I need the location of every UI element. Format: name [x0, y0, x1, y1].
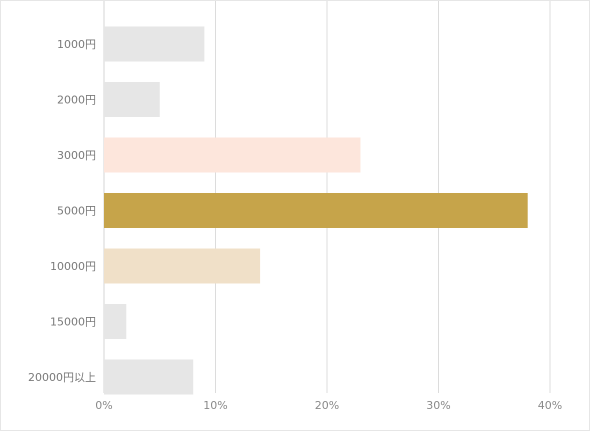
bar-3: [104, 137, 361, 173]
x-tick-label: 30%: [426, 399, 450, 412]
category-label: 5000円: [57, 205, 96, 218]
bar-4: [104, 193, 528, 228]
bar-1: [104, 26, 205, 62]
x-tick-label: 40%: [538, 399, 562, 412]
category-label: 1000円: [57, 38, 96, 51]
category-label: 2000円: [57, 94, 96, 107]
x-tick-label: 10%: [203, 399, 227, 412]
category-label: 3000円: [57, 149, 96, 162]
bar-5: [104, 248, 261, 284]
bars: [104, 26, 528, 395]
bar-6: [104, 304, 127, 339]
x-tick-labels: 0% 10% 20% 30% 40%: [95, 399, 562, 412]
bar-2: [104, 82, 160, 117]
x-tick-label: 0%: [95, 399, 112, 412]
x-tick-label: 20%: [315, 399, 339, 412]
category-labels: 1000円 2000円 3000円 5000円 10000円 15000円 20000円以上: [28, 38, 96, 384]
bar-7: [104, 359, 194, 395]
category-label: 20000円以上: [28, 371, 96, 384]
category-label: 15000円: [50, 316, 96, 329]
category-label: 10000円: [50, 260, 96, 273]
